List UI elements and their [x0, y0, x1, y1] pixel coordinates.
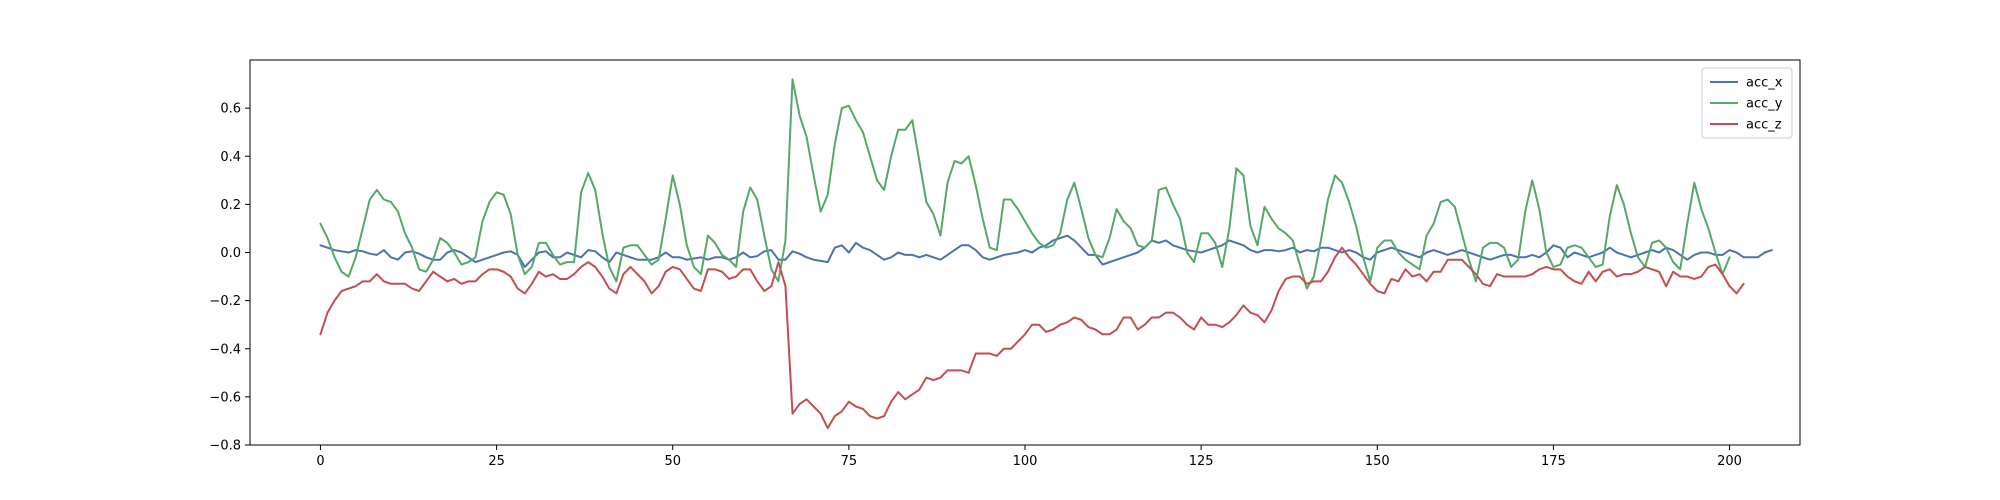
series-line-acc-x: [319, 234, 1773, 268]
legend-label: acc_x: [1746, 76, 1783, 91]
legend-label: acc_y: [1746, 97, 1783, 112]
x-tick-label: 125: [1189, 454, 1214, 469]
x-tick-label: 150: [1365, 454, 1390, 469]
y-tick-label: 0.2: [220, 198, 241, 213]
y-tick-label: 0.4: [220, 150, 241, 165]
series-layer: [319, 78, 1773, 430]
series-line-acc-y: [319, 78, 1731, 290]
x-tick-label: 50: [664, 454, 681, 469]
y-tick-label: −0.2: [209, 294, 241, 309]
x-tick-label: 175: [1541, 454, 1566, 469]
x-tick-label: 200: [1717, 454, 1742, 469]
y-tick-label: 0.0: [220, 246, 241, 261]
x-axis: 0 25 50 75 100 125 150 175 200: [316, 445, 1742, 469]
legend-box: [1701, 67, 1793, 139]
x-tick-label: 100: [1013, 454, 1038, 469]
x-tick-label: 75: [841, 454, 858, 469]
legend-label: acc_z: [1746, 118, 1782, 133]
y-tick-label: −0.6: [209, 390, 241, 405]
y-tick-label: −0.4: [209, 342, 241, 357]
x-tick-label: 0: [316, 454, 324, 469]
y-tick-label: −0.8: [209, 439, 241, 454]
legend: acc_x acc_y acc_z: [1701, 67, 1793, 139]
y-axis: −0.8 −0.6 −0.4 −0.2 0.0 0.2 0.4 0.6: [209, 102, 250, 454]
x-tick-label: 25: [488, 454, 505, 469]
series-line-acc-z: [319, 246, 1745, 430]
y-tick-label: 0.6: [220, 102, 241, 117]
